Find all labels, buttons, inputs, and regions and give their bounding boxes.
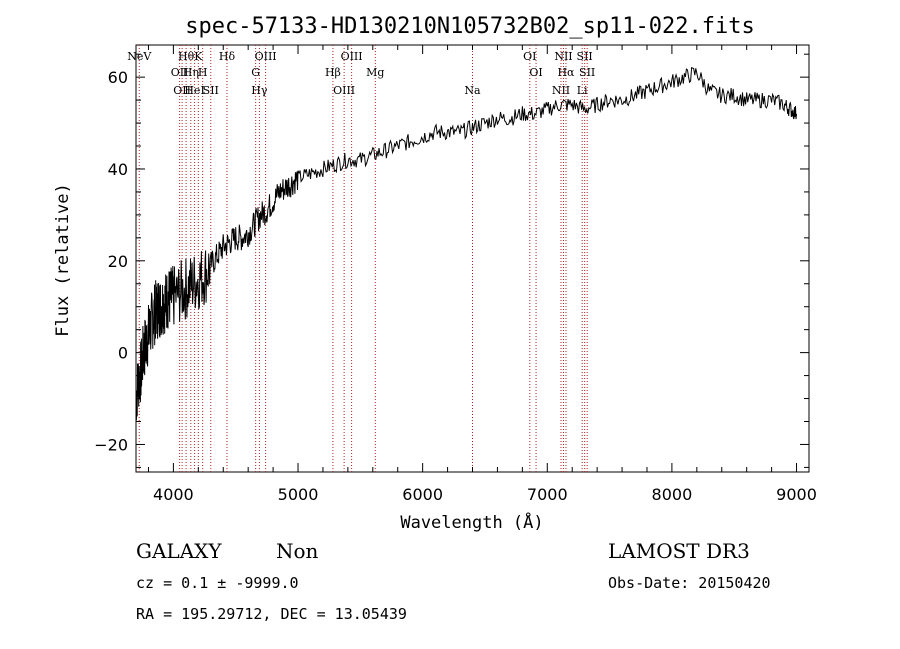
line-marker-label: G	[251, 66, 260, 79]
line-marker-label: Hη	[183, 66, 199, 79]
y-axis-ticks: −20 0 20 40 60	[94, 53, 809, 468]
line-marker-label: K	[194, 50, 203, 63]
line-markers	[138, 45, 588, 472]
y-tick-label: 40	[108, 160, 128, 179]
chart-title: spec-57133-HD130210N105732B02_sp11-022.f…	[185, 14, 755, 39]
object-class: GALAXY	[136, 539, 222, 563]
x-axis-ticks: 4000 5000 6000 7000 8000 9000	[147, 45, 817, 504]
line-marker-label: H	[198, 66, 208, 79]
x-tick-label: 4000	[153, 485, 194, 504]
line-marker-label: HeI	[184, 84, 204, 97]
y-tick-label: 20	[108, 252, 128, 271]
line-marker-label: SII	[579, 66, 595, 79]
line-marker-label: SII	[203, 84, 219, 97]
line-marker-label: OIII	[255, 50, 277, 63]
line-marker-label: Na	[464, 84, 481, 97]
x-tick-label: 7000	[527, 485, 568, 504]
line-marker-label: OII	[171, 66, 189, 79]
x-tick-label: 9000	[776, 485, 817, 504]
line-marker-label: Hδ	[219, 50, 236, 63]
line-marker-label: Hγ	[251, 84, 268, 97]
line-marker-label: Mg	[366, 66, 384, 79]
obs-date: Obs-Date: 20150420	[608, 574, 771, 592]
spectrum-line	[135, 67, 797, 421]
y-tick-label: 0	[118, 344, 128, 363]
x-tick-label: 8000	[652, 485, 693, 504]
line-marker-label: NeV	[127, 50, 152, 63]
line-marker-label: Hθ	[178, 50, 195, 63]
line-marker-label: Li	[577, 84, 588, 97]
survey-name: LAMOST DR3	[608, 539, 750, 563]
line-marker-label: Hα	[557, 66, 575, 79]
line-marker-label: OII	[173, 84, 191, 97]
y-tick-label: −20	[94, 435, 128, 454]
object-subclass: Non	[276, 539, 319, 563]
y-axis-label: Flux (relative)	[53, 183, 73, 337]
line-marker-label: NII	[554, 50, 572, 63]
x-axis-label: Wavelength (Å)	[400, 511, 543, 533]
coordinates: RA = 195.29712, DEC = 13.05439	[136, 605, 407, 623]
y-tick-label: 60	[108, 68, 128, 87]
x-tick-label: 6000	[402, 485, 443, 504]
line-marker-labels: NeVOIIOIIHθHηHeIKHSIIHδGHγOIIIHβOIIIOIII…	[127, 50, 595, 97]
line-marker-label: OIII	[333, 84, 355, 97]
line-marker-label: OI	[523, 50, 536, 63]
redshift-info: cz = 0.1 ± -9999.0	[136, 574, 299, 592]
line-marker-label: SII	[577, 50, 593, 63]
line-marker-label: OIII	[341, 50, 363, 63]
line-marker-label: NII	[552, 84, 570, 97]
x-tick-label: 5000	[278, 485, 319, 504]
line-marker-label: OI	[529, 66, 542, 79]
line-marker-label: Hβ	[325, 66, 341, 79]
